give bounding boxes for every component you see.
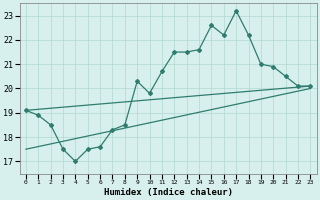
- X-axis label: Humidex (Indice chaleur): Humidex (Indice chaleur): [104, 188, 233, 197]
